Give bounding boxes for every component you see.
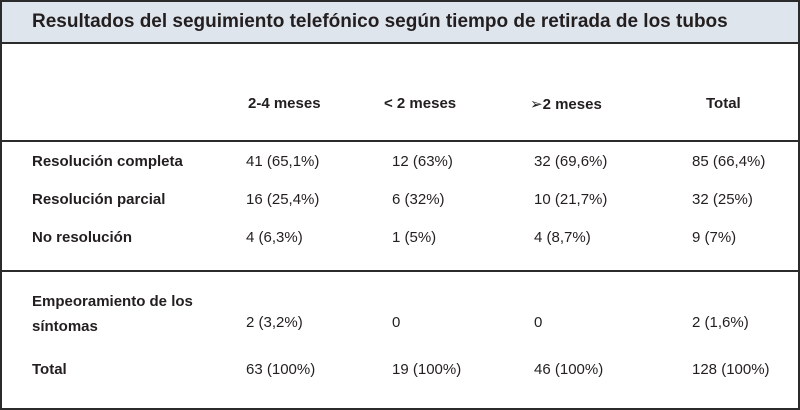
- data-cell: 41 (65,1%): [246, 153, 320, 170]
- data-cell: 2 (3,2%): [246, 314, 303, 331]
- data-cell: 63 (100%): [246, 361, 316, 378]
- table-title: Resultados del seguimiento telefónico se…: [32, 11, 728, 32]
- row-label: Resolución completa: [32, 153, 183, 170]
- data-cell: 1 (5%): [392, 229, 437, 246]
- data-cell: 85 (66,4%): [692, 153, 766, 170]
- row-label: Resolución parcial: [32, 191, 166, 208]
- data-cell: 2 (1,6%): [692, 314, 749, 331]
- column-header: < 2 meses: [384, 95, 457, 112]
- row-label: No resolución: [32, 229, 133, 246]
- data-cell: 0: [392, 314, 401, 331]
- data-cell: 128 (100%): [692, 361, 770, 378]
- row-label: Empeoramiento de los síntomas: [32, 293, 193, 335]
- column-header: Total: [706, 95, 741, 112]
- data-cell: 4 (6,3%): [246, 229, 303, 246]
- data-cell: 19 (100%): [392, 361, 462, 378]
- column-header: 2-4 meses: [248, 95, 321, 112]
- data-cell: 16 (25,4%): [246, 191, 320, 208]
- data-cell: 9 (7%): [692, 229, 737, 246]
- data-cell: 32 (69,6%): [534, 153, 608, 170]
- title-bar: Resultados del seguimiento telefónico se…: [2, 2, 798, 44]
- data-cell: 6 (32%): [392, 191, 445, 208]
- column-header: ➢2 meses: [530, 96, 602, 113]
- row-label: Total: [32, 361, 67, 378]
- data-cell: 46 (100%): [534, 361, 604, 378]
- data-cell: 12 (63%): [392, 153, 453, 170]
- data-cell: 32 (25%): [692, 191, 753, 208]
- data-cell: 10 (21,7%): [534, 191, 608, 208]
- data-cell: 0: [534, 314, 543, 331]
- data-cell: 4 (8,7%): [534, 229, 591, 246]
- group-rule: [2, 270, 798, 272]
- header-rule: [2, 140, 798, 142]
